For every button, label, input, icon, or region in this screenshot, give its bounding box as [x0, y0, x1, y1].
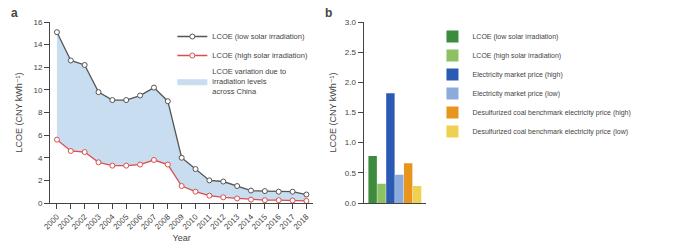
svg-text:2010: 2010	[181, 212, 200, 231]
svg-text:2014: 2014	[236, 212, 255, 231]
svg-text:2018: 2018	[292, 212, 311, 231]
svg-text:2011: 2011	[195, 212, 214, 231]
svg-text:LCOE (CNY kWh⁻¹): LCOE (CNY kWh⁻¹)	[14, 72, 24, 152]
svg-text:Electricity market price (high: Electricity market price (high)	[472, 71, 562, 79]
svg-text:LCOE (high solar irradiation): LCOE (high solar irradiation)	[472, 52, 561, 60]
svg-text:1.5: 1.5	[345, 108, 357, 117]
svg-text:2013: 2013	[222, 212, 241, 231]
svg-text:2007: 2007	[139, 212, 158, 231]
svg-text:2000: 2000	[42, 212, 61, 231]
svg-text:2: 2	[38, 176, 43, 185]
svg-text:2016: 2016	[264, 212, 283, 231]
svg-text:0.0: 0.0	[345, 199, 357, 208]
svg-text:Year: Year	[173, 233, 191, 243]
svg-text:2012: 2012	[209, 212, 228, 231]
svg-text:2006: 2006	[125, 212, 144, 231]
svg-text:1.0: 1.0	[345, 138, 357, 147]
svg-text:2017: 2017	[278, 212, 297, 231]
svg-text:2009: 2009	[167, 212, 186, 231]
svg-text:Electricity market price (low): Electricity market price (low)	[472, 90, 560, 98]
svg-text:2001: 2001	[56, 212, 75, 231]
svg-text:LCOE (high solar irradiation): LCOE (high solar irradiation)	[212, 51, 308, 60]
svg-text:14: 14	[33, 40, 42, 49]
svg-text:LCOE (CNY kWh⁻¹): LCOE (CNY kWh⁻¹)	[328, 72, 338, 152]
svg-text:2003: 2003	[84, 212, 103, 231]
svg-text:8: 8	[38, 108, 43, 117]
svg-text:2.0: 2.0	[345, 78, 357, 87]
svg-text:2004: 2004	[98, 212, 117, 231]
svg-text:2008: 2008	[153, 212, 172, 231]
svg-text:10: 10	[33, 86, 42, 95]
svg-text:0.5: 0.5	[345, 169, 357, 178]
svg-text:a: a	[11, 6, 18, 20]
svg-text:0: 0	[38, 199, 43, 208]
svg-text:12: 12	[33, 63, 42, 72]
svg-text:LCOE (low solar irradiation): LCOE (low solar irradiation)	[212, 32, 305, 41]
svg-text:16: 16	[33, 18, 42, 27]
svg-text:LCOE (low solar irradiation): LCOE (low solar irradiation)	[472, 33, 558, 41]
svg-text:2.5: 2.5	[345, 48, 357, 57]
svg-text:2005: 2005	[112, 212, 131, 231]
svg-text:2002: 2002	[70, 212, 89, 231]
svg-text:Desulfurized coal benchmark el: Desulfurized coal benchmark electricity …	[472, 128, 628, 136]
svg-text:4: 4	[38, 154, 43, 163]
svg-text:3.0: 3.0	[345, 18, 357, 27]
svg-text:b: b	[325, 6, 332, 20]
svg-text:Desulfurized coal benchmark el: Desulfurized coal benchmark electricity …	[472, 109, 630, 117]
svg-text:LCOE variation due toirradiati: LCOE variation due toirradiation levelsa…	[212, 67, 286, 96]
svg-text:2015: 2015	[250, 212, 269, 231]
svg-text:6: 6	[38, 131, 43, 140]
